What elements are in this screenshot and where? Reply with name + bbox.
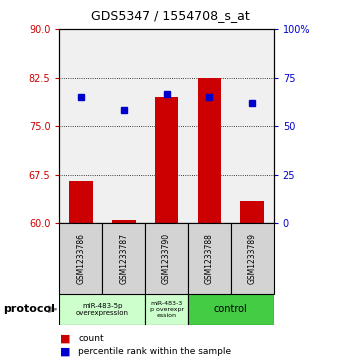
Bar — [155, 97, 179, 223]
Bar — [112, 220, 136, 223]
Bar — [145, 223, 188, 294]
Text: GSM1233787: GSM1233787 — [119, 233, 128, 284]
Bar — [188, 294, 274, 325]
Text: miR-483-3
p overexpr
ession: miR-483-3 p overexpr ession — [150, 301, 184, 318]
Bar — [145, 294, 188, 325]
Bar — [198, 78, 221, 223]
Text: ■: ■ — [59, 333, 70, 343]
Bar — [231, 223, 274, 294]
Text: count: count — [78, 334, 104, 343]
Text: protocol: protocol — [3, 304, 55, 314]
Bar — [240, 201, 264, 223]
Bar — [59, 294, 145, 325]
Text: GSM1233786: GSM1233786 — [76, 233, 85, 284]
Text: percentile rank within the sample: percentile rank within the sample — [78, 347, 231, 356]
Text: GSM1233789: GSM1233789 — [248, 233, 257, 284]
Bar — [59, 223, 102, 294]
Bar — [69, 181, 93, 223]
Bar — [102, 223, 145, 294]
Text: miR-483-5p
overexpression: miR-483-5p overexpression — [76, 303, 129, 316]
Text: ■: ■ — [59, 346, 70, 356]
Text: GDS5347 / 1554708_s_at: GDS5347 / 1554708_s_at — [91, 9, 249, 22]
Text: control: control — [214, 305, 248, 314]
Bar — [188, 223, 231, 294]
Text: GSM1233790: GSM1233790 — [162, 233, 171, 284]
Text: GSM1233788: GSM1233788 — [205, 233, 214, 284]
